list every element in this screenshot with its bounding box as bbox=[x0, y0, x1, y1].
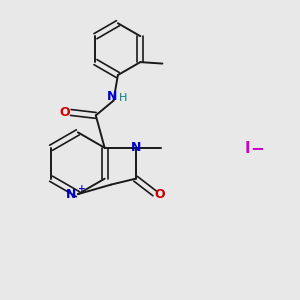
Text: I: I bbox=[244, 141, 250, 156]
Text: N: N bbox=[131, 141, 141, 154]
Text: N: N bbox=[66, 188, 76, 201]
Text: +: + bbox=[78, 184, 85, 194]
Text: O: O bbox=[59, 106, 70, 119]
Text: −: − bbox=[250, 140, 264, 158]
Text: O: O bbox=[155, 188, 165, 201]
Text: H: H bbox=[119, 93, 127, 103]
Text: N: N bbox=[107, 90, 117, 103]
